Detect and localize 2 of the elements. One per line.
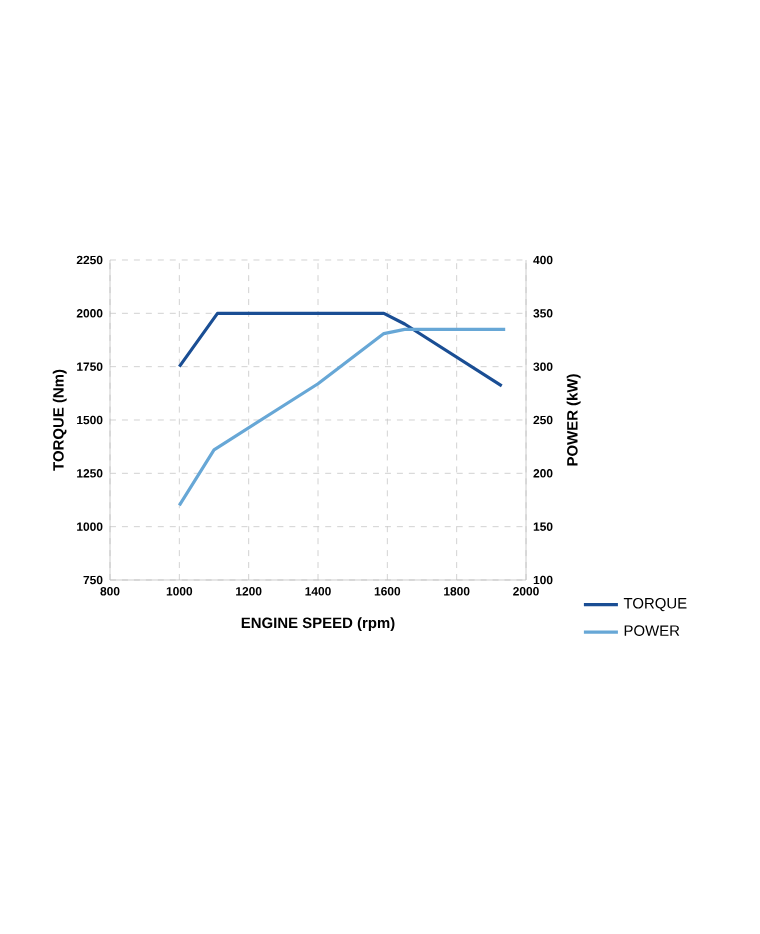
line-series xyxy=(177,311,504,388)
line-series xyxy=(177,327,507,507)
